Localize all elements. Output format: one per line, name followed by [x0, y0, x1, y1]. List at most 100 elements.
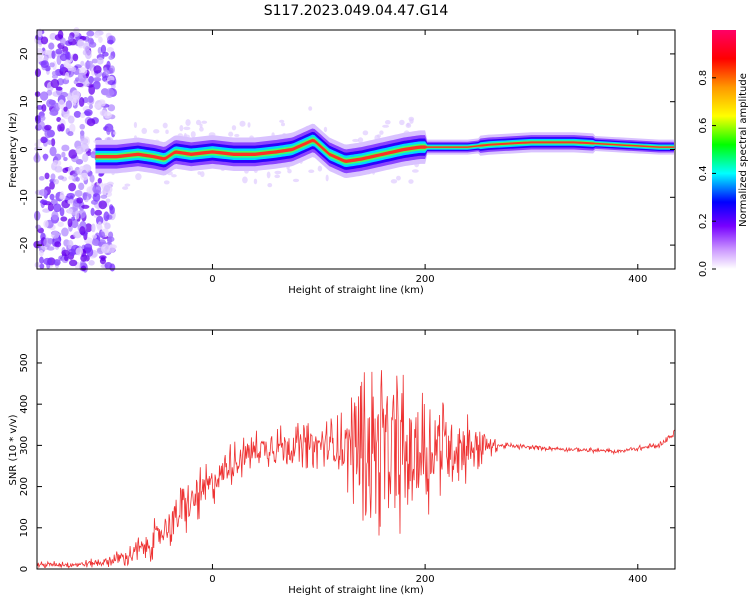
spectrogram-noise-point — [43, 220, 49, 228]
spectrogram-noise-point — [98, 172, 104, 177]
spectrogram-noise-point — [59, 63, 65, 72]
spectrogram-noise-point — [91, 223, 96, 233]
spectrogram-noise-point — [55, 48, 63, 55]
spectrogram-noise-point — [75, 247, 83, 256]
spectrogram-faint-point — [357, 137, 364, 143]
spectrogram-noise-point — [93, 77, 102, 82]
spectrogram-noise-point — [35, 224, 41, 230]
spectrogram-noise-point — [47, 140, 52, 145]
spectrogram-noise-point — [88, 260, 95, 266]
spectrogram-noise-point — [43, 237, 52, 248]
spectrogram-noise-point — [91, 58, 99, 64]
spectrogram-noise-point — [69, 123, 76, 133]
spectrogram-faint-point — [379, 130, 384, 135]
spectrogram-noise-point — [54, 241, 62, 248]
spectrogram-y-tick-label: 20 — [19, 48, 30, 61]
spectrogram-noise-point — [39, 263, 45, 269]
spectrogram-noise-point — [51, 230, 60, 239]
snr-x-axis-label: Height of straight line (km) — [288, 585, 424, 596]
spectrogram-y-tick-label: -20 — [19, 237, 30, 253]
spectrogram-noise-point — [50, 173, 56, 181]
spectrogram-faint-point — [362, 130, 369, 136]
spectrogram-noise-point — [63, 106, 68, 112]
spectrogram-noise-point — [49, 181, 55, 190]
spectrogram-noise-point — [95, 215, 104, 225]
spectrogram-noise-point — [90, 151, 97, 159]
spectrogram-noise-point — [42, 49, 52, 55]
snr-y-tick-label: 300 — [19, 436, 30, 455]
spectrogram-noise-point — [67, 115, 75, 124]
spectrogram-noise-point — [49, 109, 59, 116]
spectrogram-noise-point — [105, 88, 115, 97]
spectrogram-noise-point — [92, 184, 102, 194]
spectrogram-noise-point — [80, 60, 85, 67]
snr-y-tick-label: 400 — [19, 395, 30, 414]
spectrogram-noise-point — [103, 111, 112, 119]
spectrogram-noise-point — [98, 200, 108, 210]
snr-x-tick-label: 400 — [628, 574, 647, 585]
spectrogram-noise-point — [96, 57, 104, 65]
spectrogram-noise-point — [94, 209, 103, 216]
spectrogram-noise-point — [62, 167, 69, 174]
spectrogram-noise-point — [40, 115, 46, 121]
snr-y-tick-label: 500 — [19, 353, 30, 372]
colorbar-tick-label: 0.0 — [698, 261, 709, 277]
spectrogram-faint-point — [266, 171, 271, 179]
spectrogram-noise-point — [64, 59, 71, 68]
spectrogram-noise-point — [80, 112, 86, 118]
spectrogram-noise-point — [43, 153, 48, 162]
spectrogram-noise-point — [101, 243, 110, 254]
spectrogram-noise-point — [74, 190, 83, 197]
colorbar-tick-label: 0.4 — [698, 165, 709, 181]
snr-y-axis-label: SNR (10 * v/v) — [8, 414, 19, 485]
spectrogram-faint-point — [274, 170, 282, 175]
snr-series-line — [36, 370, 675, 569]
spectrogram-noise-point — [37, 28, 43, 38]
spectrogram-noise-point — [76, 197, 84, 204]
spectrogram-noise-point — [100, 256, 106, 262]
spectrogram-noise-point — [50, 78, 60, 89]
spectrogram-faint-point — [405, 123, 412, 129]
spectrogram-faint-point — [308, 169, 315, 174]
spectrogram-faint-point — [396, 175, 401, 181]
spectrogram-faint-point — [171, 174, 177, 178]
spectrogram-noise-point — [39, 91, 49, 101]
spectrogram-noise-point — [84, 223, 93, 233]
figure-title: S117.2023.049.04.47.G14 — [264, 3, 449, 19]
spectrogram-faint-point — [352, 138, 360, 143]
spectrogram-noise-point — [97, 100, 106, 107]
spectrogram-noise-point — [40, 60, 49, 69]
colorbar: 0.0 0.2 0.4 0.6 0.8 Normalized spectral ampl… — [698, 30, 749, 277]
spectrogram-noise-point — [77, 72, 87, 83]
spectrogram-faint-point — [163, 180, 170, 185]
spectrogram-ridge — [95, 123, 674, 179]
spectrogram-noise-point — [86, 30, 95, 37]
spectrogram-noise-point — [75, 82, 84, 88]
spectrogram-noise-point — [71, 66, 77, 73]
spectrogram-noise-point — [77, 38, 85, 49]
spectrogram-noise-point — [75, 209, 80, 220]
spectrogram-noise-point — [88, 104, 93, 110]
spectrogram-faint-point — [122, 186, 129, 190]
spectrogram-noise-point — [43, 257, 52, 266]
spectrogram-faint-point — [399, 119, 405, 126]
colorbar-gradient — [712, 30, 736, 269]
spectrogram-noise-point — [44, 124, 52, 131]
spectrogram-noise-point — [78, 97, 85, 107]
spectrogram-noise-point — [39, 249, 44, 257]
spectrogram-noise-point — [103, 184, 111, 193]
spectrogram-noise-point — [48, 42, 55, 50]
spectrogram-noise-point — [59, 53, 68, 62]
spectrogram-noise-point — [34, 146, 43, 151]
spectrogram-noise-point — [53, 259, 61, 266]
colorbar-tick-label: 0.2 — [698, 213, 709, 229]
spectrogram-noise-point — [39, 256, 44, 264]
spectrogram-noise-point — [108, 55, 114, 60]
spectrogram-noise-point — [86, 118, 96, 127]
spectrogram-noise-point — [108, 231, 114, 239]
spectrogram-noise-point — [100, 194, 108, 199]
spectrogram-noise-point — [53, 178, 60, 185]
spectrogram-noise-point — [108, 244, 116, 253]
spectrogram-noise-point — [49, 62, 55, 68]
spectrogram-faint-point — [408, 116, 415, 122]
